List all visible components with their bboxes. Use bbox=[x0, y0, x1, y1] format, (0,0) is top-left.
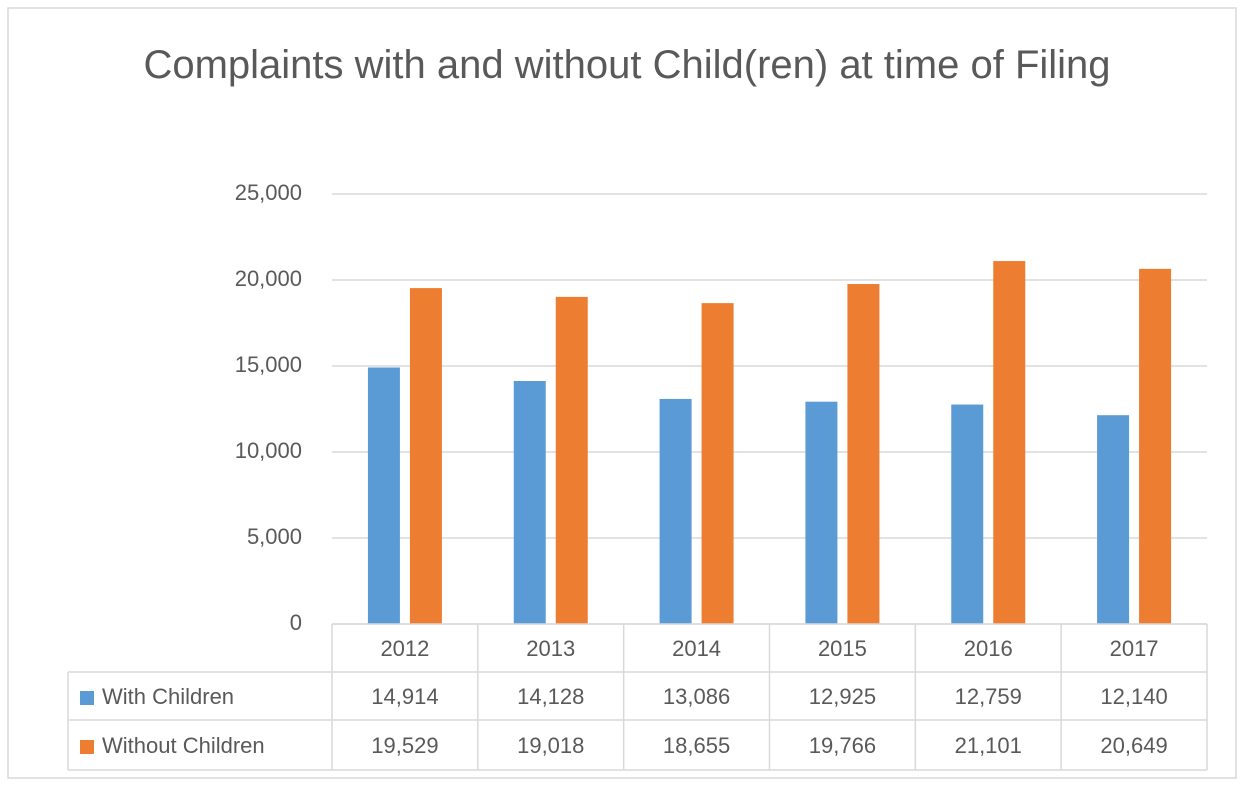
data-label: 19,766 bbox=[809, 733, 876, 758]
legend-label: With Children bbox=[102, 684, 234, 709]
bar bbox=[513, 380, 546, 624]
data-label: 12,759 bbox=[955, 684, 1022, 709]
data-label: 13,086 bbox=[663, 684, 730, 709]
bar bbox=[951, 404, 984, 624]
bar bbox=[701, 303, 734, 624]
data-label: 12,925 bbox=[809, 684, 876, 709]
data-label: 21,101 bbox=[955, 733, 1022, 758]
bar bbox=[805, 401, 838, 624]
bar bbox=[993, 261, 1026, 624]
bar bbox=[555, 296, 588, 624]
y-tick-label: 0 bbox=[290, 610, 302, 635]
y-tick-label: 5,000 bbox=[247, 524, 302, 549]
legend-label: Without Children bbox=[102, 733, 265, 758]
x-tick-label: 2014 bbox=[672, 636, 721, 661]
bar bbox=[1097, 415, 1130, 624]
x-tick-label: 2017 bbox=[1110, 636, 1159, 661]
bar bbox=[367, 367, 400, 624]
bar bbox=[847, 284, 880, 624]
data-label: 19,018 bbox=[517, 733, 584, 758]
legend-key bbox=[80, 740, 94, 754]
data-label: 12,140 bbox=[1100, 684, 1167, 709]
bar bbox=[1139, 268, 1172, 624]
x-tick-label: 2016 bbox=[964, 636, 1013, 661]
y-tick-label: 15,000 bbox=[235, 352, 302, 377]
legend-key bbox=[80, 691, 94, 705]
chart-border bbox=[7, 7, 1237, 779]
data-label: 19,529 bbox=[371, 733, 438, 758]
bar bbox=[659, 398, 692, 624]
data-label: 14,914 bbox=[371, 684, 438, 709]
bar bbox=[409, 288, 442, 624]
y-tick-label: 20,000 bbox=[235, 266, 302, 291]
data-label: 20,649 bbox=[1100, 733, 1167, 758]
data-label: 14,128 bbox=[517, 684, 584, 709]
y-tick-label: 10,000 bbox=[235, 438, 302, 463]
x-tick-label: 2012 bbox=[380, 636, 429, 661]
data-label: 18,655 bbox=[663, 733, 730, 758]
chart-title: Complaints with and without Child(ren) a… bbox=[143, 43, 1111, 87]
x-tick-label: 2015 bbox=[818, 636, 867, 661]
x-tick-label: 2013 bbox=[526, 636, 575, 661]
y-tick-label: 25,000 bbox=[235, 180, 302, 205]
